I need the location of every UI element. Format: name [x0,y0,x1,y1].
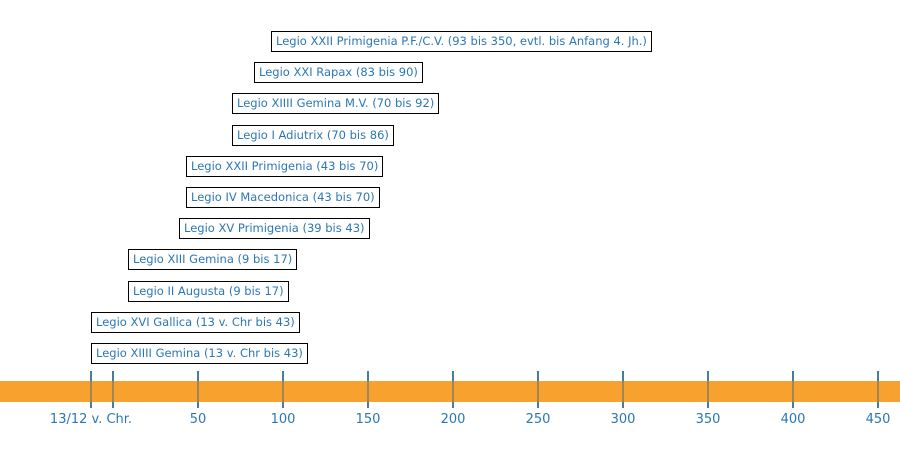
legion-box[interactable]: Legio IV Macedonica (43 bis 70) [186,187,380,208]
axis-tick-line-on-bar [452,381,454,402]
axis-tick-line-on-bar [112,381,114,402]
legion-box[interactable]: Legio XXII Primigenia (43 bis 70) [186,156,384,177]
axis-tick-line-on-bar [877,381,879,402]
axis-tick-label: 300 [610,412,636,427]
axis-tick-label: 250 [525,412,551,427]
axis-tick-line-on-bar [282,381,284,402]
axis-tick-label: 200 [440,412,466,427]
axis-tick-label: 400 [780,412,806,427]
legion-box[interactable]: Legio II Augusta (9 bis 17) [128,281,289,302]
legion-box[interactable]: Legio XV Primigenia (39 bis 43) [179,218,370,239]
axis-tick-label: 150 [355,412,381,427]
axis-tick-line-on-bar [537,381,539,402]
legion-box[interactable]: Legio XXI Rapax (83 bis 90) [254,62,423,83]
legion-box[interactable]: Legio I Adiutrix (70 bis 86) [232,125,394,146]
axis-tick-label: 50 [189,412,207,427]
legion-box[interactable]: Legio XIIII Gemina M.V. (70 bis 92) [232,93,440,114]
axis-tick-line-on-bar [197,381,199,402]
axis-tick-label: 350 [695,412,721,427]
legion-box[interactable]: Legio XXII Primigenia P.F./C.V. (93 bis … [271,31,652,52]
axis-tick-label: 100 [270,412,296,427]
axis-tick-line-on-bar [367,381,369,402]
axis-tick-line-on-bar [792,381,794,402]
legion-box[interactable]: Legio XIIII Gemina (13 v. Chr bis 43) [91,343,308,364]
timeline-axis-bar [0,381,900,402]
axis-tick-line-on-bar [622,381,624,402]
axis-tick-label: 450 [865,412,891,427]
axis-tick-line-on-bar [90,381,92,402]
legion-box[interactable]: Legio XIII Gemina (9 bis 17) [128,249,298,270]
axis-tick-label: 13/12 v. Chr. [49,412,133,427]
legion-box[interactable]: Legio XVI Gallica (13 v. Chr bis 43) [91,312,300,333]
axis-tick-line-on-bar [707,381,709,402]
